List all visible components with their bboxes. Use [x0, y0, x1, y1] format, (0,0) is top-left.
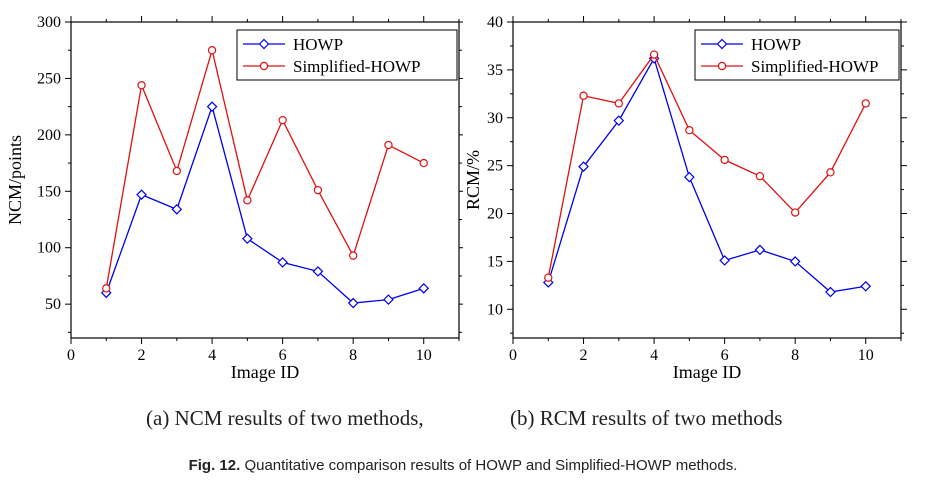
chart1-series-1-point — [861, 99, 870, 108]
chart1-y-tick-label: 20 — [487, 206, 503, 223]
chart1-x-tick-label: 0 — [509, 347, 517, 364]
chart0-legend-label-0: HOWP — [293, 35, 343, 54]
chart0-series-1-point — [102, 284, 111, 293]
chart-rcm: 0 2 4 6 8 10 10 15 20 25 30 35 40 Image ID RCM/% HOWP Si… — [463, 14, 907, 382]
chart1-y-tick-label: 40 — [487, 14, 503, 31]
chart0-series-0-point — [206, 101, 218, 112]
chart0-series-1-point — [243, 196, 252, 205]
chart1-plot-frame — [512, 21, 902, 339]
chart0-x-tick-label: 6 — [279, 347, 287, 364]
chart0-y-tick-label: 250 — [37, 70, 61, 87]
chart1-y-tick-label: 30 — [487, 110, 503, 127]
chart1-legend-marker-0 — [716, 38, 728, 50]
chart0-series-1-point — [419, 158, 428, 168]
chart0-series-0-point — [312, 266, 324, 277]
chart1-x-axis-label: Image ID — [673, 362, 741, 382]
chart1-x-tick-label: 2 — [580, 347, 588, 364]
chart1-series-1-point — [685, 126, 694, 135]
chart0-series-0-point — [383, 294, 394, 305]
chart0-series-1-point — [313, 185, 323, 195]
chart0-series-0-point — [277, 257, 288, 268]
chart1-y-tick-label: 35 — [487, 62, 503, 79]
chart0-series-1-point — [137, 80, 146, 90]
chart0-series-0-point — [171, 203, 183, 215]
chart1-y-tick-label: 25 — [487, 158, 503, 175]
chart1-x-tick-label: 6 — [721, 347, 729, 364]
chart0-series-1-point — [384, 140, 393, 150]
chart0-x-axis-label: Image ID — [231, 362, 299, 382]
chart0-y-tick-label: 300 — [37, 14, 61, 31]
chart0-legend-marker-1 — [259, 61, 269, 71]
chart1-series-1-point — [614, 99, 624, 108]
chart1-series-0-point — [684, 171, 695, 183]
chart1-y-axis-label: RCM/% — [463, 150, 483, 210]
chart1-series-0-line — [547, 56, 866, 293]
chart0-legend-box — [236, 29, 458, 81]
chart0-series-0-point — [347, 297, 359, 309]
chart1-legend-box — [694, 29, 900, 81]
chart0-y-tick-label: 100 — [37, 240, 61, 257]
chart-ncm: 0 2 4 6 8 10 50 100 150 200 250 300 Image ID NCM/poin… — [5, 14, 463, 382]
chart1-series-1-point — [649, 50, 659, 59]
chart0-legend-marker-0 — [258, 38, 270, 50]
chart0-series-1-line — [105, 47, 425, 289]
chart1-legend-label-1: Simplified-HOWP — [751, 57, 879, 76]
chart1-series-1-point — [720, 155, 729, 165]
chart0-series-1-point — [172, 166, 182, 176]
chart1-legend-marker-1 — [717, 61, 727, 71]
chart0-plot-frame — [70, 21, 460, 339]
chart1-x-tick-label: 4 — [650, 347, 658, 364]
chart1-series-1-point — [826, 168, 835, 177]
figure-caption: Fig. 12. Quantitative comparison results… — [0, 457, 926, 474]
figure-caption-text: Quantitative comparison results of HOWP … — [244, 457, 738, 474]
chart1-series-1-point — [579, 91, 588, 100]
chart1-series-1-point — [790, 208, 800, 217]
chart1-x-tick-label: 8 — [791, 347, 799, 364]
chart0-y-tick-label: 50 — [45, 296, 61, 313]
chart0-series-0-point — [418, 282, 430, 294]
chart0-x-tick-label: 0 — [67, 347, 75, 364]
chart0-legend-label-1: Simplified-HOWP — [293, 57, 421, 76]
chart0-series-0-point — [242, 233, 253, 245]
chart1-y-tick-label: 15 — [487, 253, 503, 270]
chart0-series-1-point — [348, 251, 358, 260]
chart1-series-0-point — [719, 255, 730, 266]
subcaption-a: (a) NCM results of two methods, — [146, 406, 424, 430]
chart0-series-0-point — [136, 189, 147, 201]
figure-label: Fig. 12. — [188, 457, 241, 474]
chart1-legend-label-0: HOWP — [751, 35, 801, 54]
subcaption-b: (b) RCM results of two methods — [510, 406, 783, 430]
chart0-x-tick-label: 10 — [416, 347, 432, 364]
chart0-x-tick-label: 8 — [349, 347, 357, 364]
chart1-series-0-point — [789, 256, 801, 267]
chart0-series-1-point — [278, 115, 287, 125]
chart1-series-1-line — [547, 53, 867, 278]
chart1-y-tick-label: 10 — [487, 301, 503, 318]
chart0-y-axis-label: NCM/points — [5, 135, 25, 225]
chart1-series-1-point — [544, 273, 553, 282]
chart1-series-0-point — [860, 280, 872, 292]
chart1-series-0-point — [754, 244, 766, 256]
chart0-series-1-point — [207, 46, 217, 55]
chart1-series-1-point — [755, 171, 765, 181]
chart0-y-tick-label: 200 — [37, 127, 61, 144]
chart0-y-tick-label: 150 — [37, 183, 61, 200]
chart0-series-0-line — [105, 104, 424, 304]
chart0-x-tick-label: 4 — [208, 347, 216, 364]
chart1-series-0-point — [613, 115, 625, 126]
chart1-series-0-point — [578, 161, 589, 172]
chart1-series-0-point — [825, 286, 836, 298]
chart0-x-tick-label: 2 — [138, 347, 146, 364]
chart1-x-tick-label: 10 — [858, 347, 874, 364]
